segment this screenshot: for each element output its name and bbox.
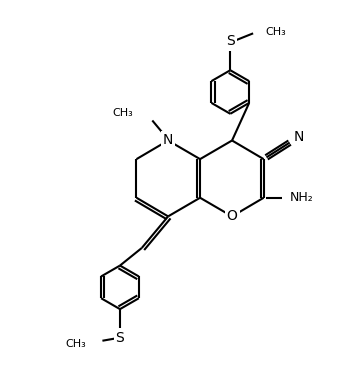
Text: NH₂: NH₂	[290, 191, 314, 204]
Text: CH₃: CH₃	[66, 339, 87, 349]
Text: O: O	[227, 209, 237, 223]
Text: N: N	[294, 130, 304, 144]
Text: N: N	[163, 134, 173, 147]
Text: S: S	[226, 34, 234, 48]
Text: CH₃: CH₃	[112, 109, 133, 118]
Text: CH₃: CH₃	[265, 27, 286, 36]
Text: S: S	[116, 331, 124, 345]
